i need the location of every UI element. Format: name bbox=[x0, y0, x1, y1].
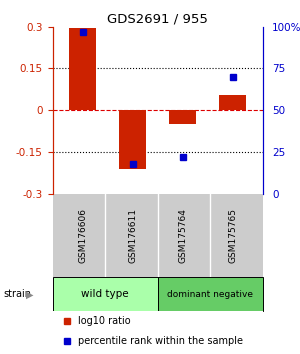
Text: log10 ratio: log10 ratio bbox=[78, 316, 130, 326]
Bar bbox=[158, 277, 262, 311]
Bar bbox=[219, 95, 246, 110]
Text: dominant negative: dominant negative bbox=[167, 290, 253, 299]
Title: GDS2691 / 955: GDS2691 / 955 bbox=[107, 12, 208, 25]
Text: percentile rank within the sample: percentile rank within the sample bbox=[78, 336, 243, 346]
Text: GSM175764: GSM175764 bbox=[178, 208, 187, 263]
Text: GSM176606: GSM176606 bbox=[78, 208, 87, 263]
Bar bbox=[119, 110, 146, 169]
Text: GSM176611: GSM176611 bbox=[128, 208, 137, 263]
Bar bbox=[52, 277, 158, 311]
Text: strain: strain bbox=[3, 289, 31, 299]
Bar bbox=[69, 28, 96, 110]
Text: ▶: ▶ bbox=[26, 289, 34, 299]
Text: wild type: wild type bbox=[81, 289, 129, 299]
Text: GSM175765: GSM175765 bbox=[228, 208, 237, 263]
Bar bbox=[169, 110, 196, 124]
